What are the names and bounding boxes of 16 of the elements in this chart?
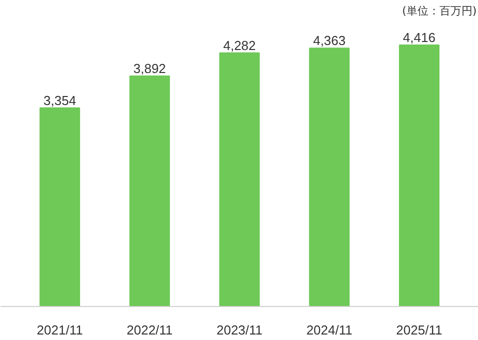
data-label: 3,354 [44,92,76,108]
bar [309,48,350,306]
x-tick-label: 2021/11 [36,322,83,338]
bar [40,107,80,306]
x-tick-label: 2022/11 [126,322,173,338]
bar [398,44,440,306]
data-label: 4,282 [223,38,256,53]
bar [219,52,260,306]
data-label: 4,363 [313,33,346,48]
data-label: 4,416 [402,30,436,45]
bar [129,75,170,306]
x-tick-label: 2025/11 [396,322,442,338]
x-tick-label: 2024/11 [306,322,352,338]
text: (単位：百万円) [402,4,477,18]
x-tick-label: 2023/11 [216,322,263,338]
data-label: 3,892 [133,60,166,76]
